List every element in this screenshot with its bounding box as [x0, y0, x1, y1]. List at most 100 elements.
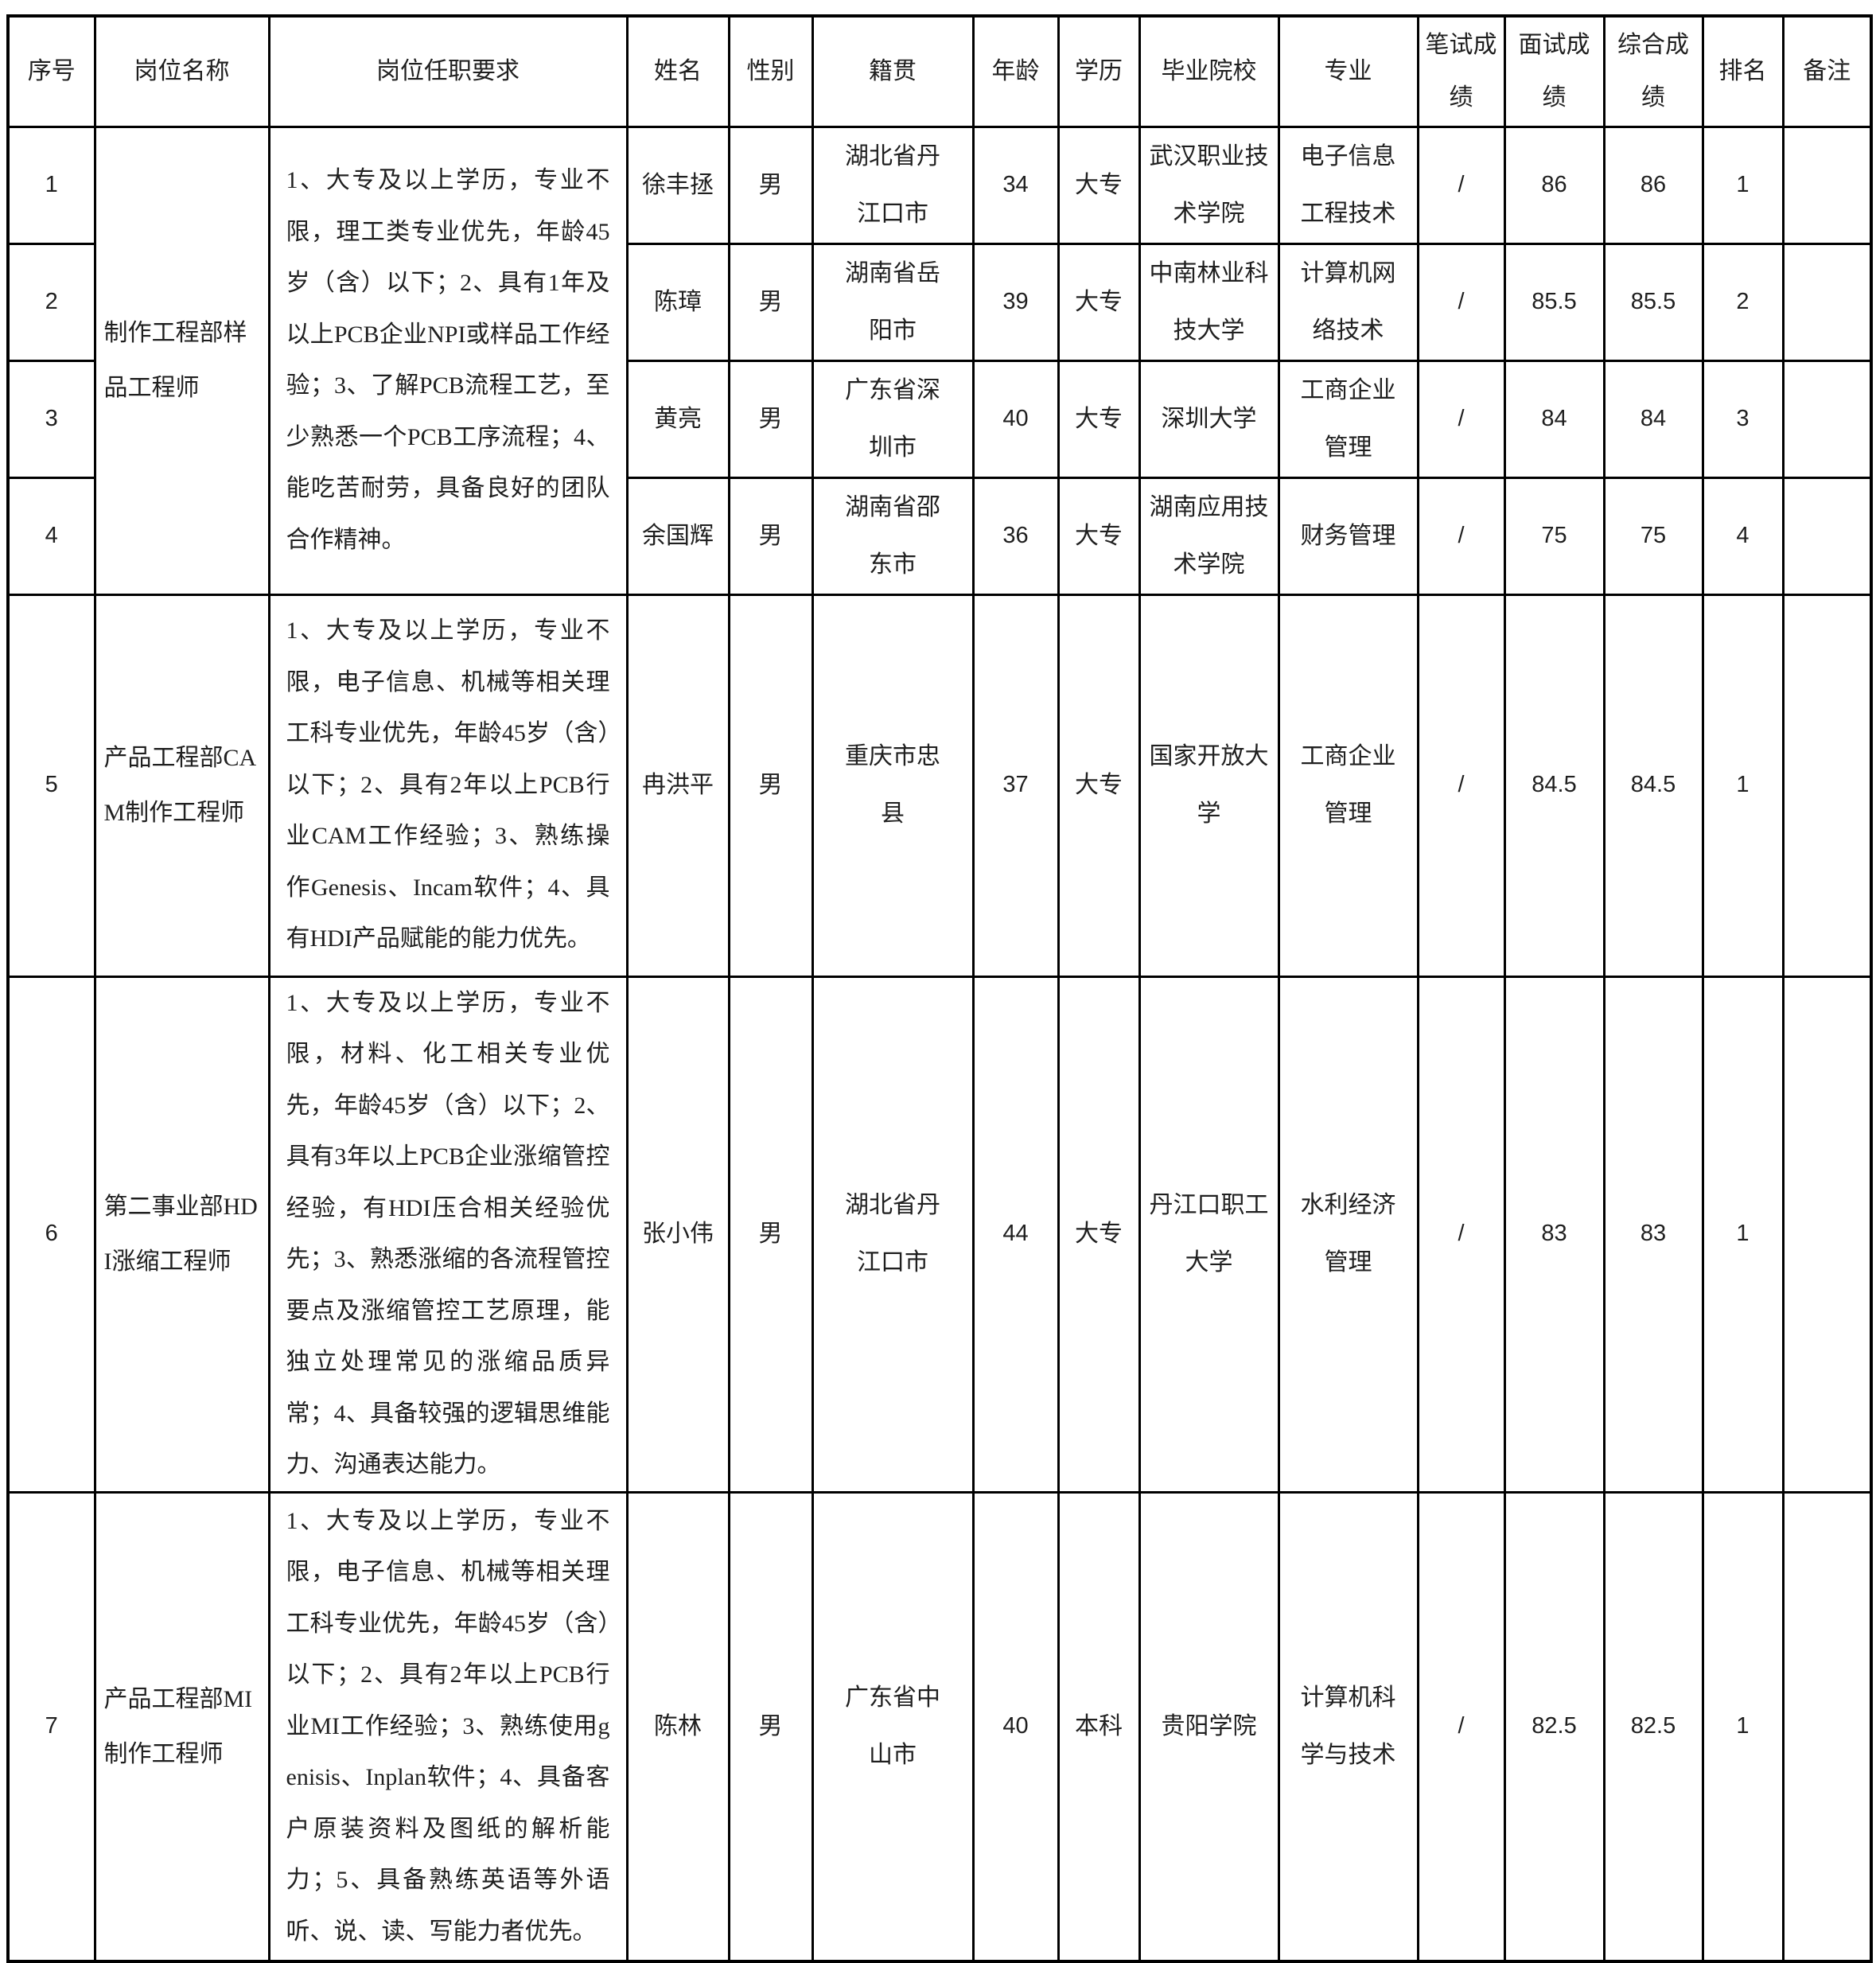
- cell-rank: 1: [1701, 125, 1785, 245]
- cell-requirements: 1、大专及以上学历，专业不限，电子信息、机械等相关理工科专业优先，年龄45岁（含…: [267, 593, 629, 978]
- col-header-position: 岗位名称: [93, 14, 271, 128]
- col-header-remark: 备注: [1781, 14, 1873, 128]
- cell-gender: 男: [727, 476, 814, 596]
- cell-education: 本科: [1057, 1490, 1141, 1963]
- cell-school: 中南林业科技大学: [1138, 242, 1280, 362]
- cell-overall-score: 86: [1602, 125, 1704, 245]
- cell-seq: 3: [6, 359, 96, 479]
- cell-interview-score: 84: [1503, 359, 1605, 479]
- col-header-requirements: 岗位任职要求: [267, 14, 629, 128]
- cell-seq: 1: [6, 125, 96, 245]
- cell-major: 工商企业管理: [1277, 593, 1419, 978]
- cell-education: 大专: [1057, 975, 1141, 1494]
- cell-interview-score: 85.5: [1503, 242, 1605, 362]
- cell-written-score: /: [1416, 593, 1506, 978]
- cell-gender: 男: [727, 242, 814, 362]
- col-header-major: 专业: [1277, 14, 1419, 128]
- cell-gender: 男: [727, 125, 814, 245]
- col-header-overall-score: 综合成绩: [1602, 14, 1704, 128]
- cell-interview-score: 75: [1503, 476, 1605, 596]
- cell-position: 产品工程部CAM制作工程师: [93, 593, 271, 978]
- cell-school: 深圳大学: [1138, 359, 1280, 479]
- cell-hometown: 湖南省邵东市: [811, 476, 975, 596]
- cell-hometown: 湖南省岳阳市: [811, 242, 975, 362]
- cell-written-score: /: [1416, 975, 1506, 1494]
- cell-name: 徐丰拯: [625, 125, 730, 245]
- cell-school: 湖南应用技术学院: [1138, 476, 1280, 596]
- cell-rank: 4: [1701, 476, 1785, 596]
- cell-rank: 1: [1701, 1490, 1785, 1963]
- cell-major: 水利经济管理: [1277, 975, 1419, 1494]
- col-header-age: 年龄: [971, 14, 1060, 128]
- cell-school: 贵阳学院: [1138, 1490, 1280, 1963]
- table-row: 4 余国辉 男 湖南省邵东市 36 大专 湖南应用技术学院 财务管理 / 75 …: [6, 476, 1873, 596]
- cell-education: 大专: [1057, 359, 1141, 479]
- col-header-seq: 序号: [6, 14, 96, 128]
- cell-position: 第二事业部HDI涨缩工程师: [93, 975, 271, 1494]
- cell-major: 电子信息工程技术: [1277, 125, 1419, 245]
- header-row: 序号 岗位名称 岗位任职要求 姓名 性别 籍贯 年龄 学历 毕业院校 专业 笔试…: [6, 14, 1873, 128]
- cell-written-score: /: [1416, 1490, 1506, 1963]
- table-row: 7 产品工程部MI制作工程师 1、大专及以上学历，专业不限，电子信息、机械等相关…: [6, 1490, 1873, 1963]
- cell-seq: 4: [6, 476, 96, 596]
- cell-interview-score: 84.5: [1503, 593, 1605, 978]
- cell-position: 产品工程部MI制作工程师: [93, 1490, 271, 1963]
- table-row: 6 第二事业部HDI涨缩工程师 1、大专及以上学历，专业不限，材料、化工相关专业…: [6, 975, 1873, 1494]
- cell-interview-score: 86: [1503, 125, 1605, 245]
- cell-age: 40: [971, 359, 1060, 479]
- cell-overall-score: 84.5: [1602, 593, 1704, 978]
- cell-remark: [1781, 975, 1873, 1494]
- table-row: 3 黄亮 男 广东省深圳市 40 大专 深圳大学 工商企业管理 / 84 84 …: [6, 359, 1873, 479]
- cell-name: 余国辉: [625, 476, 730, 596]
- cell-seq: 5: [6, 593, 96, 978]
- cell-age: 37: [971, 593, 1060, 978]
- cell-overall-score: 84: [1602, 359, 1704, 479]
- cell-remark: [1781, 125, 1873, 245]
- cell-hometown: 湖北省丹江口市: [811, 975, 975, 1494]
- cell-hometown: 广东省中山市: [811, 1490, 975, 1963]
- cell-remark: [1781, 1490, 1873, 1963]
- col-header-rank: 排名: [1701, 14, 1785, 128]
- cell-overall-score: 75: [1602, 476, 1704, 596]
- cell-education: 大专: [1057, 593, 1141, 978]
- cell-remark: [1781, 359, 1873, 479]
- cell-name: 冉洪平: [625, 593, 730, 978]
- cell-major: 工商企业管理: [1277, 359, 1419, 479]
- cell-age: 34: [971, 125, 1060, 245]
- cell-name: 陈林: [625, 1490, 730, 1963]
- cell-position: 制作工程部样品工程师: [93, 125, 271, 596]
- cell-interview-score: 82.5: [1503, 1490, 1605, 1963]
- cell-education: 大专: [1057, 476, 1141, 596]
- col-header-written-score: 笔试成绩: [1416, 14, 1506, 128]
- cell-hometown: 重庆市忠县: [811, 593, 975, 978]
- table-row: 2 陈璋 男 湖南省岳阳市 39 大专 中南林业科技大学 计算机网络技术 / 8…: [6, 242, 1873, 362]
- cell-seq: 7: [6, 1490, 96, 1963]
- cell-school: 国家开放大学: [1138, 593, 1280, 978]
- cell-name: 黄亮: [625, 359, 730, 479]
- col-header-education: 学历: [1057, 14, 1141, 128]
- cell-remark: [1781, 242, 1873, 362]
- cell-hometown: 湖北省丹江口市: [811, 125, 975, 245]
- cell-major: 财务管理: [1277, 476, 1419, 596]
- cell-age: 44: [971, 975, 1060, 1494]
- cell-hometown: 广东省深圳市: [811, 359, 975, 479]
- cell-written-score: /: [1416, 125, 1506, 245]
- cell-name: 陈璋: [625, 242, 730, 362]
- cell-school: 武汉职业技术学院: [1138, 125, 1280, 245]
- cell-age: 40: [971, 1490, 1060, 1963]
- col-header-interview-score: 面试成绩: [1503, 14, 1605, 128]
- cell-age: 36: [971, 476, 1060, 596]
- cell-overall-score: 83: [1602, 975, 1704, 1494]
- cell-major: 计算机科学与技术: [1277, 1490, 1419, 1963]
- col-header-name: 姓名: [625, 14, 730, 128]
- cell-gender: 男: [727, 359, 814, 479]
- cell-major: 计算机网络技术: [1277, 242, 1419, 362]
- cell-remark: [1781, 593, 1873, 978]
- table-row: 5 产品工程部CAM制作工程师 1、大专及以上学历，专业不限，电子信息、机械等相…: [6, 593, 1873, 978]
- cell-remark: [1781, 476, 1873, 596]
- cell-education: 大专: [1057, 125, 1141, 245]
- cell-overall-score: 85.5: [1602, 242, 1704, 362]
- cell-requirements: 1、大专及以上学历，专业不限，电子信息、机械等相关理工科专业优先，年龄45岁（含…: [267, 1490, 629, 1963]
- cell-rank: 2: [1701, 242, 1785, 362]
- cell-written-score: /: [1416, 359, 1506, 479]
